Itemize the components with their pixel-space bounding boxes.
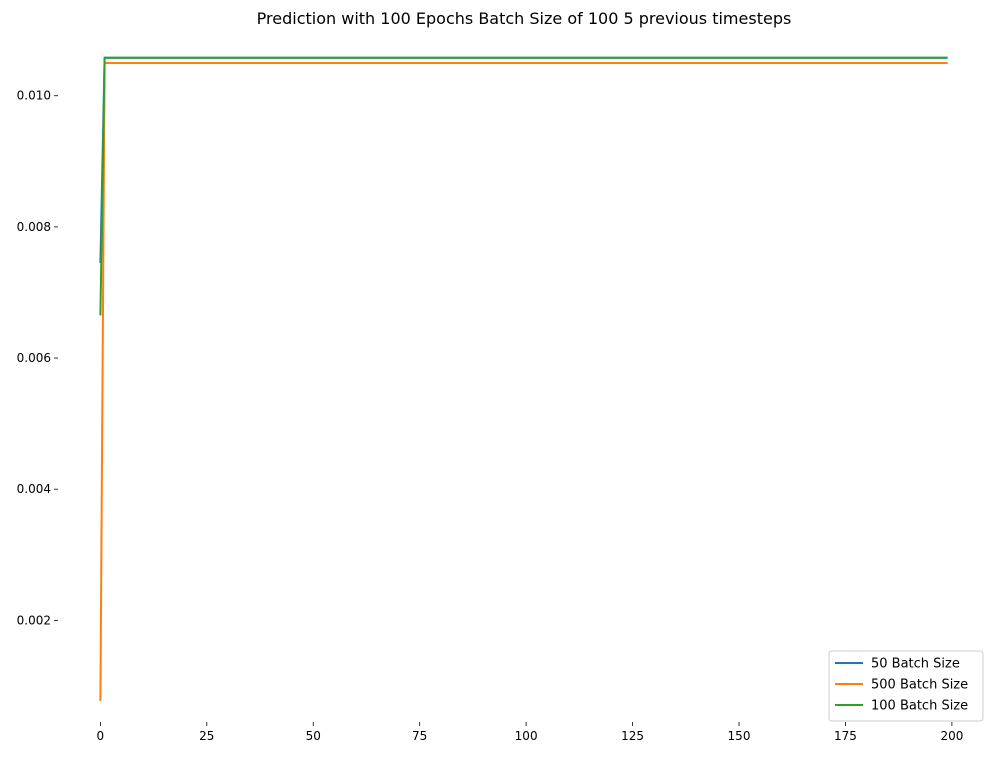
x-tick-label: 25 (199, 729, 214, 743)
x-tick-label: 75 (412, 729, 427, 743)
y-tick-label: 0.002 (17, 613, 51, 627)
chart-title: Prediction with 100 Epochs Batch Size of… (257, 9, 792, 28)
x-tick-label: 100 (515, 729, 538, 743)
y-tick-label: 0.008 (17, 220, 51, 234)
x-tick-label: 125 (621, 729, 644, 743)
x-tick-label: 175 (834, 729, 857, 743)
series-line-3 (99, 56, 948, 316)
legend-label: 100 Batch Size (871, 699, 968, 714)
x-tick-label: 0 (97, 729, 105, 743)
series-lines (99, 56, 948, 702)
x-tick-label: 150 (728, 729, 751, 743)
series-line-2 (99, 62, 948, 702)
legend-box (828, 650, 984, 722)
legend: 50 Batch Size 500 Batch Size 100 Batch Siz… (828, 650, 984, 722)
series-line-1 (99, 56, 948, 264)
x-tick-label: 50 (306, 729, 321, 743)
x-tick-label: 200 (940, 729, 963, 743)
legend-label: 50 Batch Size (871, 657, 960, 672)
y-tick-label: 0.010 (17, 89, 51, 103)
axes: 0 25 50 75 100 125 150 175 200 0.002 0.004 0.006 0.0… (17, 89, 964, 743)
y-tick-label: 0.004 (17, 482, 51, 496)
y-tick-label: 0.006 (17, 351, 51, 365)
legend-label: 500 Batch Size (871, 678, 968, 693)
